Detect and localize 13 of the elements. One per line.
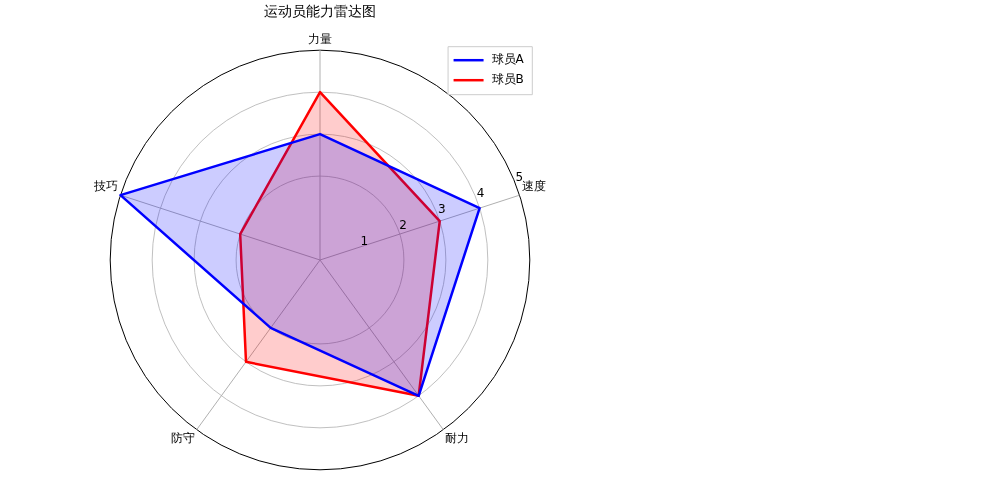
spoke-label: 速度 [522, 179, 547, 194]
chart-title: 运动员能力雷达图 [264, 3, 376, 20]
spoke-label: 力量 [308, 32, 332, 47]
y-tick-label: 2 [399, 217, 407, 232]
y-tick-label: 5 [515, 169, 524, 184]
y-tick-label: 1 [360, 233, 369, 248]
spoke-label: 耐力 [445, 431, 470, 446]
y-tick-label: 3 [438, 201, 446, 216]
spoke-label: 防守 [170, 431, 195, 446]
y-tick-label: 4 [476, 185, 485, 200]
legend-label: 球员A [491, 52, 525, 67]
spoke-label: 技巧 [92, 179, 118, 194]
legend-label: 球员B [491, 72, 524, 87]
